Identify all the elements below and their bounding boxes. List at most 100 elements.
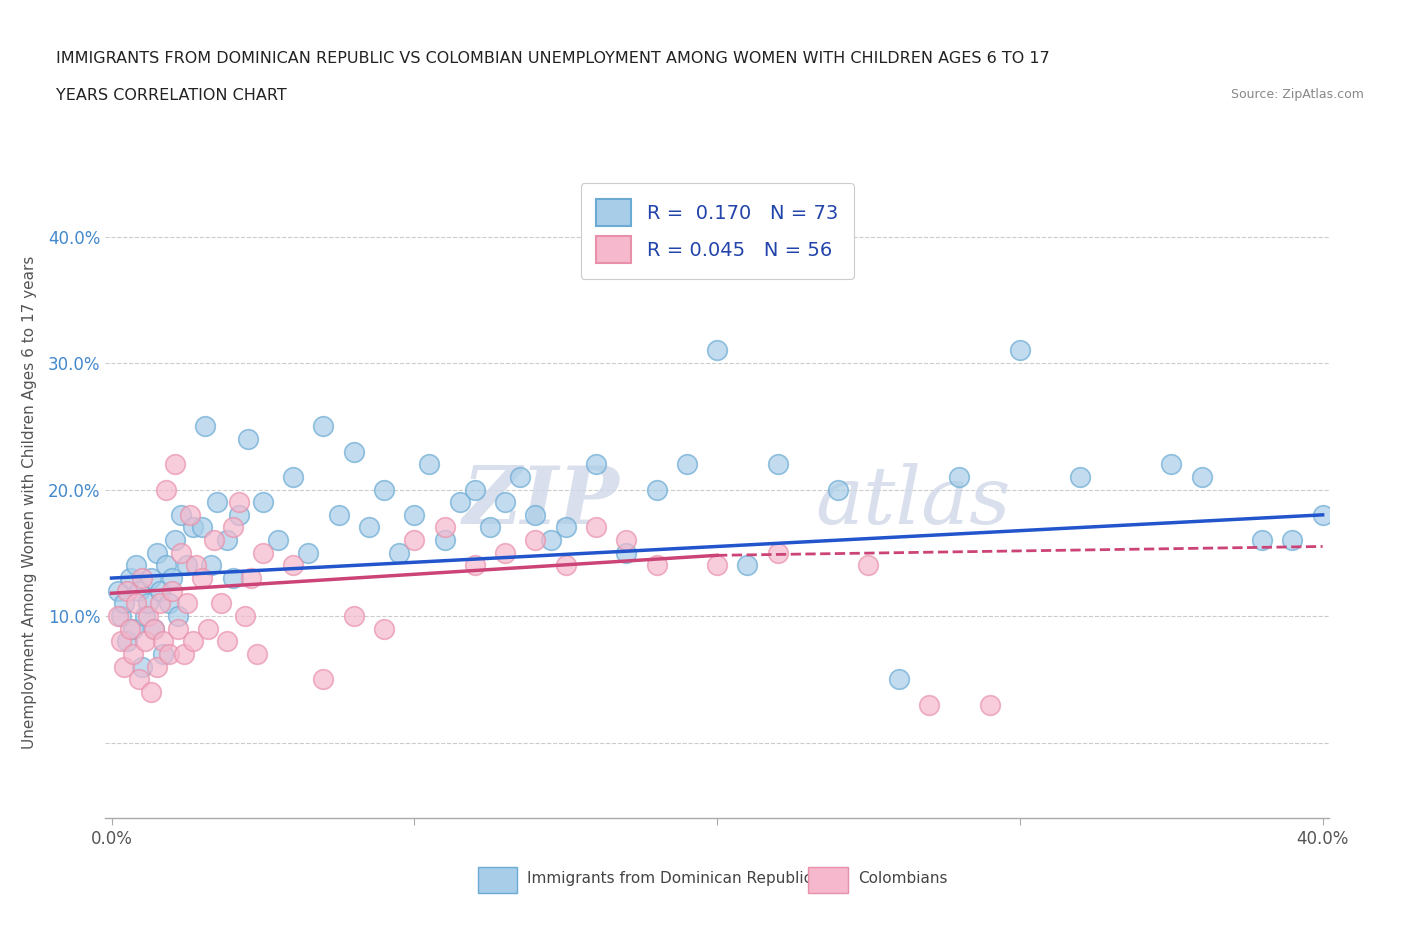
Point <box>494 545 516 560</box>
Point <box>221 571 243 586</box>
Text: Source: ZipAtlas.com: Source: ZipAtlas.com <box>1230 88 1364 101</box>
Point <box>645 482 668 497</box>
Point <box>107 583 129 598</box>
Point <box>142 621 165 636</box>
Point <box>312 418 335 433</box>
Point <box>464 558 486 573</box>
Point <box>343 608 366 623</box>
Point <box>160 583 183 598</box>
Point <box>1312 508 1334 523</box>
Point <box>233 608 256 623</box>
Point <box>139 571 162 586</box>
Point <box>186 558 208 573</box>
Text: atlas: atlas <box>815 463 1011 541</box>
Point <box>112 659 135 674</box>
Point <box>152 634 174 649</box>
Point <box>948 470 970 485</box>
Point <box>179 508 201 523</box>
Text: Colombians: Colombians <box>858 871 948 886</box>
Point <box>118 621 141 636</box>
Point <box>979 698 1001 712</box>
Point <box>554 520 576 535</box>
Point <box>1008 343 1031 358</box>
Point <box>155 558 177 573</box>
Point <box>1069 470 1091 485</box>
Point <box>152 646 174 661</box>
Text: Immigrants from Dominican Republic: Immigrants from Dominican Republic <box>527 871 813 886</box>
Point <box>1191 470 1213 485</box>
Point <box>146 545 169 560</box>
Point <box>110 634 132 649</box>
Point <box>343 445 366 459</box>
Point <box>194 418 217 433</box>
Point <box>128 671 150 686</box>
Point <box>139 684 162 699</box>
Point <box>433 520 456 535</box>
Text: YEARS CORRELATION CHART: YEARS CORRELATION CHART <box>56 88 287 103</box>
Point <box>554 558 576 573</box>
Point <box>134 634 156 649</box>
Point <box>706 558 728 573</box>
Point <box>128 583 150 598</box>
Point <box>827 482 849 497</box>
Point <box>215 634 238 649</box>
Point <box>125 596 148 611</box>
Point <box>107 608 129 623</box>
Point <box>181 520 204 535</box>
Point <box>494 495 516 510</box>
Point <box>283 558 305 573</box>
Point <box>246 646 269 661</box>
Point <box>236 432 259 446</box>
Point <box>918 698 941 712</box>
Point <box>207 495 229 510</box>
Point <box>540 533 562 548</box>
Point <box>136 608 159 623</box>
Point <box>167 621 190 636</box>
Text: IMMIGRANTS FROM DOMINICAN REPUBLIC VS COLOMBIAN UNEMPLOYMENT AMONG WOMEN WITH CH: IMMIGRANTS FROM DOMINICAN REPUBLIC VS CO… <box>56 51 1050 66</box>
Point <box>357 520 380 535</box>
Y-axis label: Unemployment Among Women with Children Ages 6 to 17 years: Unemployment Among Women with Children A… <box>22 256 37 749</box>
Point <box>155 482 177 497</box>
Point <box>585 457 607 472</box>
Point <box>121 646 143 661</box>
Point <box>404 508 426 523</box>
Point <box>267 533 290 548</box>
Point <box>176 558 198 573</box>
Point <box>252 495 274 510</box>
Point <box>373 482 395 497</box>
Point <box>228 508 250 523</box>
Point <box>887 671 910 686</box>
Point <box>136 596 159 611</box>
Point <box>157 596 180 611</box>
Point <box>1160 457 1182 472</box>
Point <box>146 659 169 674</box>
Point <box>191 520 214 535</box>
Point <box>373 621 395 636</box>
Point <box>388 545 411 560</box>
Point <box>228 495 250 510</box>
Point <box>1281 533 1303 548</box>
Point <box>157 646 180 661</box>
Point <box>297 545 319 560</box>
Point <box>1251 533 1274 548</box>
Point <box>134 608 156 623</box>
Point <box>173 646 195 661</box>
Point <box>160 571 183 586</box>
Point <box>478 520 501 535</box>
Point <box>328 508 350 523</box>
Point <box>509 470 531 485</box>
Point <box>118 571 141 586</box>
Point <box>614 545 637 560</box>
Point <box>858 558 880 573</box>
Point <box>433 533 456 548</box>
Point <box>165 533 187 548</box>
Point <box>221 520 243 535</box>
Point <box>418 457 440 472</box>
Point <box>112 596 135 611</box>
Point <box>110 608 132 623</box>
Point <box>675 457 697 472</box>
Point <box>131 659 153 674</box>
Text: ZIP: ZIP <box>463 463 619 541</box>
Point <box>239 571 262 586</box>
Point <box>125 558 148 573</box>
